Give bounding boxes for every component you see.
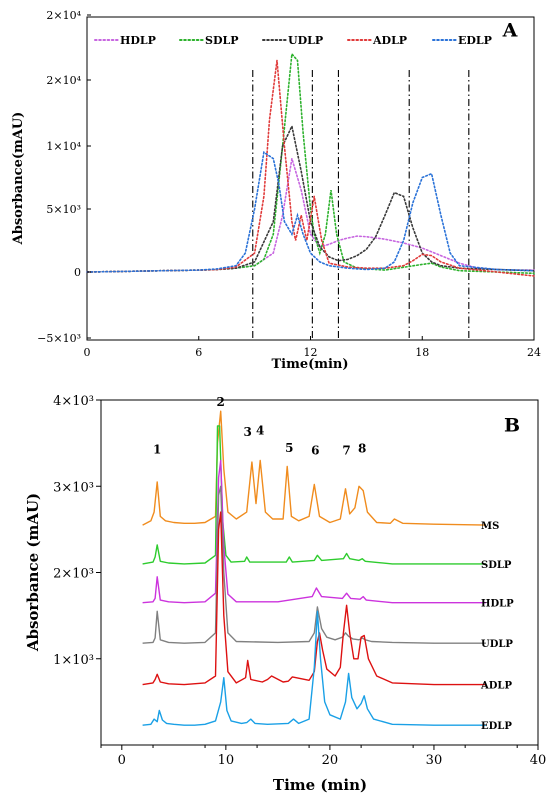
series-a-udlp xyxy=(86,123,535,273)
legend-label-sdlp: SDLP xyxy=(205,34,239,47)
series-a-adlp xyxy=(86,60,535,277)
a-y-tick-label: 2×10⁴ xyxy=(46,74,81,87)
panel-b-y-ticks: 1×10³ 2×10³ 3×10³ 4×10³ xyxy=(53,394,101,668)
legend-label-udlp: UDLP xyxy=(288,34,323,47)
peak-label-2: 2 xyxy=(216,395,224,409)
trace-label-sdlp: SDLP xyxy=(481,560,512,571)
panel-a-x-axis-title: Time(min) xyxy=(271,357,348,372)
panel-a-cut-lines xyxy=(252,70,470,340)
a-x-tick-label: 18 xyxy=(415,346,429,359)
panel-a-frame xyxy=(86,16,535,341)
series-b-adlp xyxy=(142,511,486,686)
legend-label-adlp: ADLP xyxy=(372,34,407,47)
b-x-tick-label: 10 xyxy=(218,753,235,768)
panel-a-y-axis-title: Absorbance(mAU) xyxy=(11,112,26,246)
peak-label-6: 6 xyxy=(311,443,319,457)
a-y-tick-label: 1×10⁴ xyxy=(46,140,81,153)
trace-label-adlp: ADLP xyxy=(480,681,512,692)
series-b-udlp xyxy=(142,485,486,644)
series-b-sdlp xyxy=(142,425,486,565)
a-y-tick-label: 5×10³ xyxy=(46,203,81,216)
panel-a-series xyxy=(86,52,535,277)
peak-label-8: 8 xyxy=(358,442,366,456)
a-x-tick-label: 0 xyxy=(84,346,91,359)
peak-label-4: 4 xyxy=(256,424,264,438)
panel-a-legend: HDLP SDLP UDLP ADLP EDLP xyxy=(94,34,492,47)
b-x-tick-label: 40 xyxy=(530,753,547,768)
b-x-tick-label: 20 xyxy=(322,753,339,768)
peak-label-5: 5 xyxy=(285,441,293,455)
panel-b-x-axis-title: Time (min) xyxy=(273,776,367,794)
panel-b-peak-labels: 123 45 6 7 8 xyxy=(153,395,366,457)
a-y-tick-label: −5×10³ xyxy=(37,332,81,345)
trace-label-udlp: UDLP xyxy=(481,639,513,650)
trace-label-ms: MS xyxy=(481,521,499,532)
panel-b-series xyxy=(142,410,487,726)
panel-b-y-axis-title: Absorbance (mAU) xyxy=(24,493,42,652)
b-y-tick-label: 3×10³ xyxy=(53,480,94,495)
panel-b-x-ticks: 0 10 20 30 40 xyxy=(100,745,547,768)
b-y-tick-label: 4×10³ xyxy=(53,394,94,409)
panel-b-trace-labels: MS SDLP HDLP UDLP ADLP EDLP xyxy=(480,521,514,732)
trace-label-hdlp: HDLP xyxy=(481,599,514,610)
peak-label-7: 7 xyxy=(342,443,350,457)
b-x-tick-label: 0 xyxy=(118,753,126,768)
peak-label-1: 1 xyxy=(153,442,161,456)
b-y-tick-label: 1×10³ xyxy=(53,653,94,668)
panel-a-x-ticks: 0 6 12 18 24 xyxy=(84,336,541,359)
b-y-tick-label: 2×10³ xyxy=(53,567,94,582)
series-b-edlp xyxy=(142,610,486,726)
a-y-tick-label: 0 xyxy=(74,266,81,279)
a-x-tick-label: 12 xyxy=(304,346,318,359)
series-a-edlp xyxy=(86,150,535,273)
legend-label-edlp: EDLP xyxy=(458,34,492,47)
series-a-sdlp xyxy=(86,52,535,275)
panel-a-letter: A xyxy=(502,20,518,42)
series-b-ms xyxy=(142,410,487,526)
series-b-hdlp xyxy=(142,459,486,604)
panel-b-letter: B xyxy=(504,415,520,437)
a-x-tick-label: 6 xyxy=(195,346,202,359)
a-y-tick-label: 2×10⁴ xyxy=(46,9,81,22)
legend-label-hdlp: HDLP xyxy=(120,34,156,47)
trace-label-edlp: EDLP xyxy=(481,721,512,732)
panel-a-y-ticks: −5×10³ 0 5×10³ 1×10⁴ 2×10⁴ 2×10⁴ xyxy=(37,9,91,345)
a-x-tick-label: 24 xyxy=(527,346,541,359)
peak-label-3: 3 xyxy=(244,425,252,439)
b-x-tick-label: 30 xyxy=(426,753,443,768)
